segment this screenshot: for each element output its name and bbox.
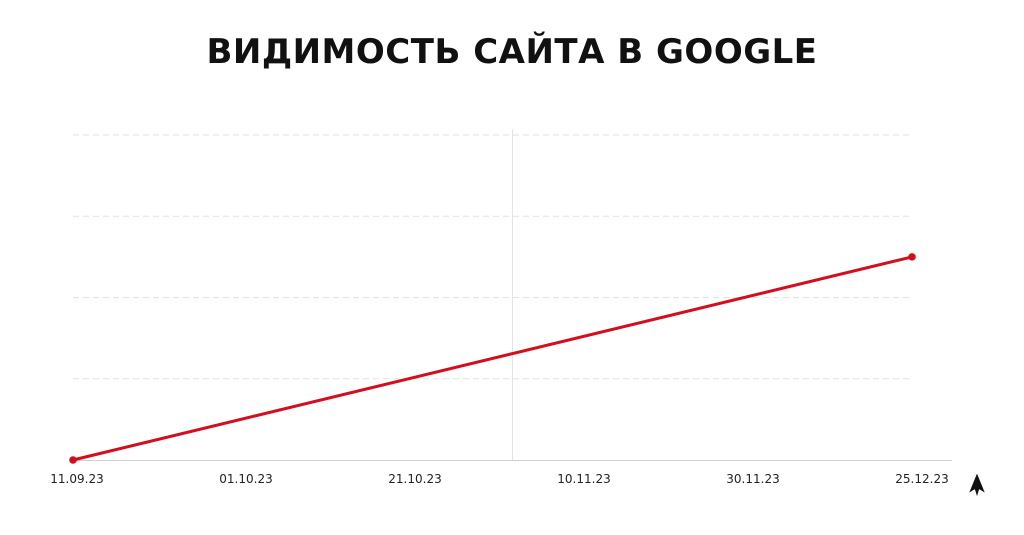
x-tick-label: 25.12.23 bbox=[895, 472, 948, 486]
series-layer bbox=[69, 253, 916, 464]
data-point bbox=[69, 456, 77, 464]
x-tick-label: 10.11.23 bbox=[557, 472, 610, 486]
series-line bbox=[71, 255, 914, 462]
x-tick-label: 21.10.23 bbox=[388, 472, 441, 486]
x-tick-label: 30.11.23 bbox=[726, 472, 779, 486]
x-tick-label: 11.09.23 bbox=[50, 472, 103, 486]
grid-lines bbox=[73, 134, 912, 380]
data-point bbox=[908, 253, 916, 261]
x-tick-labels: 11.09.23 01.10.23 21.10.23 10.11.23 30.11.23… bbox=[50, 472, 948, 486]
arrow-cursor-icon bbox=[967, 471, 987, 499]
x-tick-label: 01.10.23 bbox=[219, 472, 272, 486]
chart-title: ВИДИМОСТЬ САЙТА В GOOGLE bbox=[206, 32, 818, 72]
